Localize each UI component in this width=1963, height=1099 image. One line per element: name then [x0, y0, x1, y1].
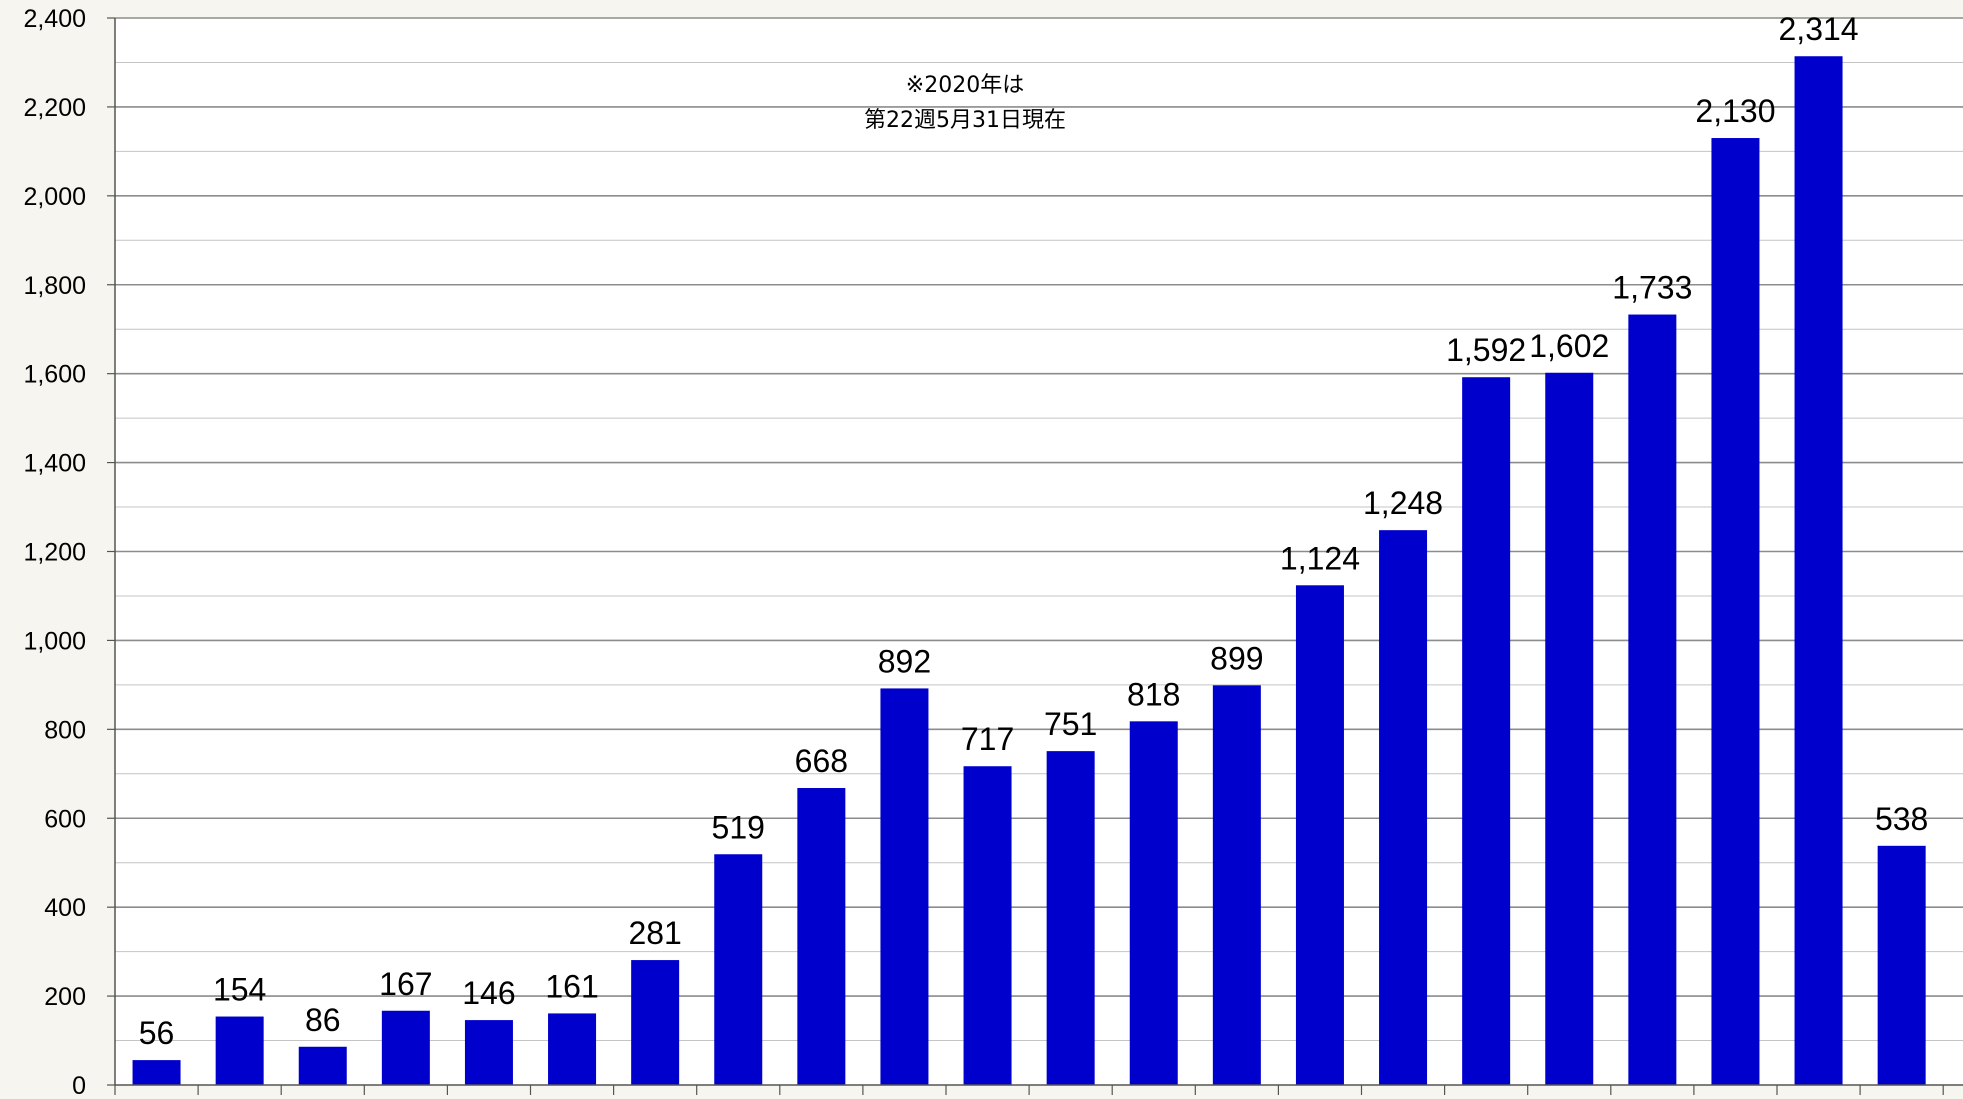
y-tick-label: 400 [44, 894, 86, 922]
bar-value-label: 161 [545, 968, 598, 1004]
bar [714, 854, 763, 1085]
bar-value-label: 86 [305, 1002, 341, 1038]
y-tick-label: 2,000 [23, 183, 86, 211]
bar-value-label: 1,733 [1612, 270, 1692, 306]
bar [1462, 377, 1511, 1085]
bar [1628, 314, 1677, 1085]
y-tick-label: 2,200 [23, 94, 86, 122]
bar [797, 788, 846, 1085]
bar [963, 766, 1012, 1085]
bar-value-label: 519 [712, 809, 765, 845]
y-tick-label: 1,200 [23, 539, 86, 567]
y-tick-label: 600 [44, 805, 86, 833]
bar-value-label: 818 [1127, 676, 1180, 712]
bar [464, 1020, 513, 1085]
y-tick-label: 1,600 [23, 361, 86, 389]
bar-value-label: 751 [1044, 706, 1097, 742]
bar [1129, 721, 1178, 1085]
data-labels: 56 154 86 167 146 161 281 519 668 892 717 751 818 899… [139, 11, 1929, 1051]
bar-value-label: 668 [795, 743, 848, 779]
bar [631, 960, 680, 1085]
bar [1212, 685, 1261, 1085]
bar [1877, 845, 1926, 1085]
bar-value-label: 2,130 [1695, 93, 1775, 129]
bar-value-label: 1,248 [1363, 485, 1443, 521]
bar-value-label: 717 [961, 721, 1014, 757]
bar [381, 1010, 430, 1085]
bar [1295, 585, 1344, 1085]
bar [548, 1013, 597, 1085]
bar [298, 1046, 347, 1085]
bar-value-label: 154 [213, 972, 266, 1008]
annotation-line-2: 第22週5月31日現在 [864, 108, 1066, 133]
bar-value-label: 1,602 [1529, 328, 1609, 364]
bar-value-label: 281 [628, 915, 681, 951]
y-tick-label: 1,800 [23, 272, 86, 300]
bar [132, 1060, 181, 1085]
bar [1545, 372, 1594, 1086]
bar-value-label: 892 [878, 643, 931, 679]
bar-value-label: 167 [379, 966, 432, 1002]
bar-value-label: 146 [462, 975, 515, 1011]
y-tick-label: 800 [44, 716, 86, 744]
bar [1711, 138, 1760, 1086]
bars [132, 56, 1926, 1086]
y-tick-label: 0 [72, 1072, 86, 1099]
bar-value-label: 1,592 [1446, 332, 1526, 368]
bar-value-label: 1,124 [1280, 540, 1360, 576]
bar [1046, 751, 1095, 1085]
bar [1794, 56, 1843, 1086]
annotation-line-1: ※2020年は [906, 73, 1024, 98]
bar-value-label: 2,314 [1779, 11, 1859, 47]
bar [215, 1016, 264, 1085]
bar [880, 688, 929, 1085]
y-tick-label: 2,400 [23, 5, 86, 33]
x-axis-ticks [114, 1085, 1944, 1095]
bar-value-label: 56 [139, 1015, 175, 1051]
bar-value-label: 899 [1210, 640, 1263, 676]
y-axis-ticks: 0 200 400 600 800 1,000 1,200 1,400 1,600 1,800 2,… [23, 5, 115, 1099]
y-tick-label: 1,400 [23, 450, 86, 478]
bar-value-label: 538 [1875, 801, 1928, 837]
y-tick-label: 200 [44, 983, 86, 1011]
bar [1379, 530, 1428, 1085]
y-tick-label: 1,000 [23, 627, 86, 655]
